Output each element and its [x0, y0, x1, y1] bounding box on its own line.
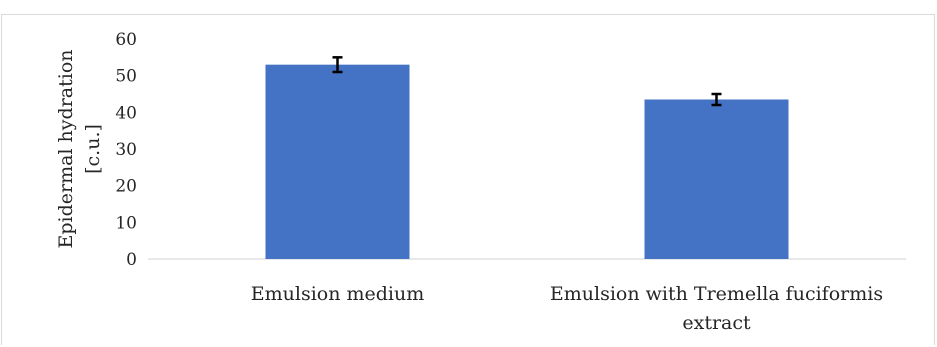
y-tick-label: 50: [115, 67, 137, 87]
y-tick-label: 30: [115, 140, 137, 160]
y-tick-label: 20: [115, 177, 137, 197]
bar: [265, 64, 410, 260]
bar: [644, 99, 789, 259]
chart-frame: [1, 14, 935, 345]
y-axis-label: Epidermal hydration [c.u.]: [55, 50, 104, 249]
y-tick-label: 40: [115, 103, 137, 123]
y-tick-label: 60: [115, 30, 137, 50]
x-tick-label: Emulsion with Tremella fuciformis extract: [550, 283, 883, 334]
y-tick-label: 10: [115, 213, 137, 233]
y-tick-label: 0: [126, 250, 137, 270]
x-tick-label: Emulsion medium: [251, 283, 425, 305]
